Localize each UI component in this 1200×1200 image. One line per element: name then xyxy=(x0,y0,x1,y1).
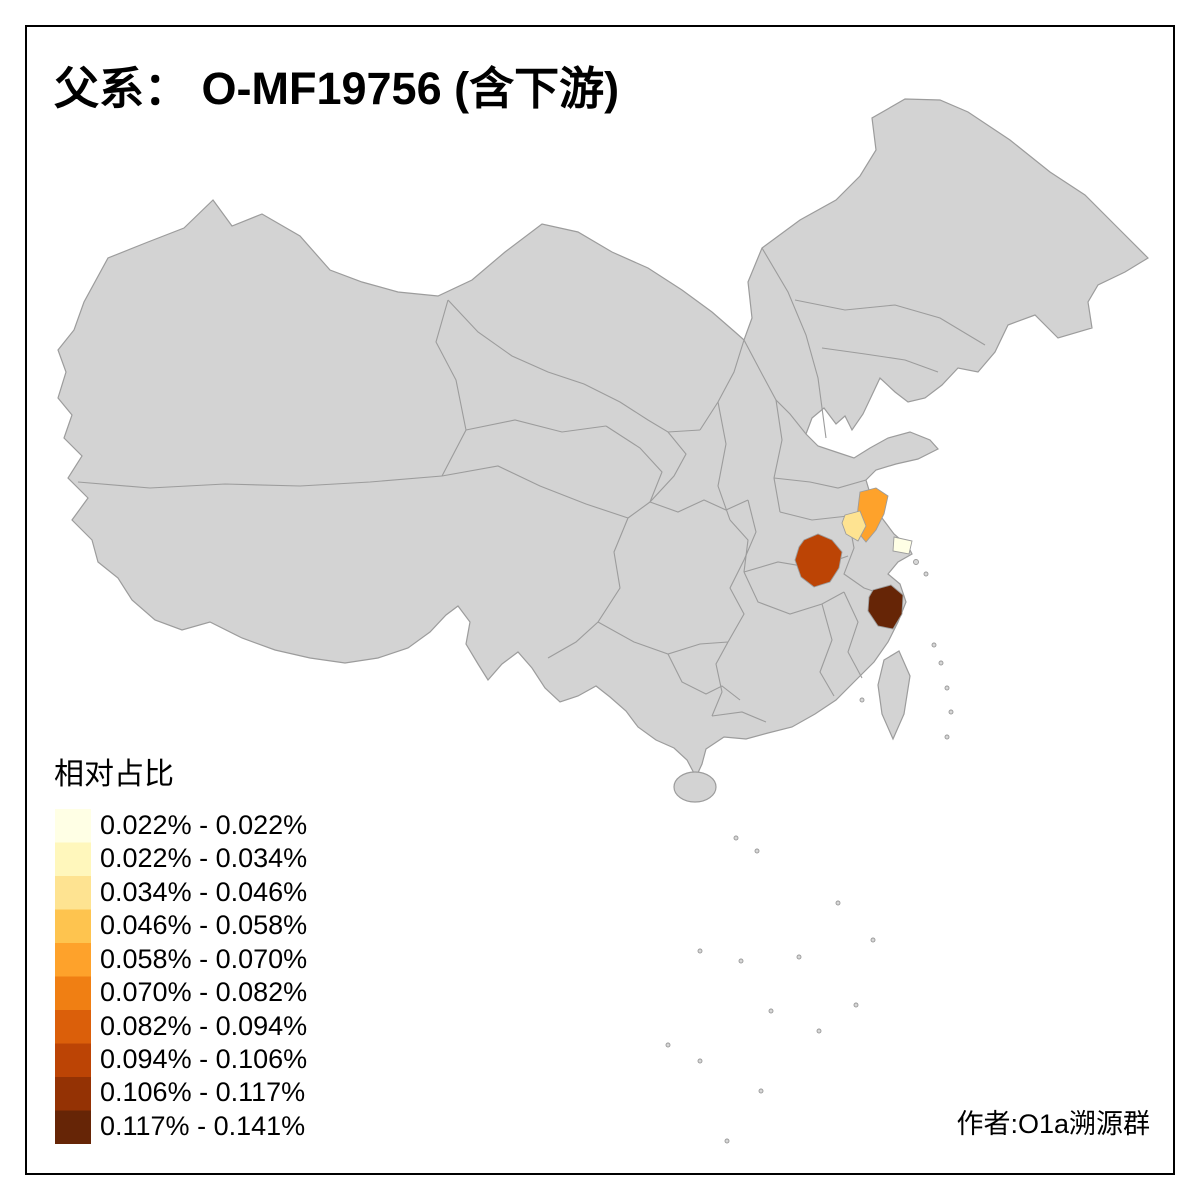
legend-swatch-6 xyxy=(55,976,91,1010)
legend-label-5: 0.058% - 0.070% xyxy=(100,944,307,974)
small-islands xyxy=(665,559,954,1144)
legend-swatch-1 xyxy=(55,809,91,843)
legend-swatch-10 xyxy=(55,1110,91,1144)
legend-title: 相对占比 xyxy=(54,758,174,791)
author-credit: 作者:O1a溯源群 xyxy=(956,1109,1150,1139)
legend-swatch-2 xyxy=(55,842,91,876)
legend-label-4: 0.046% - 0.058% xyxy=(100,910,307,940)
highlight-jiangsu-west xyxy=(841,510,867,542)
legend-label-3: 0.034% - 0.046% xyxy=(100,877,307,907)
highlighted-regions xyxy=(794,487,913,630)
highlight-shanghai-area xyxy=(892,536,913,555)
legend-swatch-4 xyxy=(55,909,91,943)
highlight-hubei-east xyxy=(794,533,843,588)
legend-label-1: 0.022% - 0.022% xyxy=(100,810,307,840)
legend-swatch-8 xyxy=(55,1043,91,1077)
legend-label-6: 0.070% - 0.082% xyxy=(100,977,307,1007)
highlight-zhejiang-coastal xyxy=(867,584,904,630)
province-borders xyxy=(77,247,986,723)
legend-label-7: 0.082% - 0.094% xyxy=(100,1011,307,1041)
legend-swatch-5 xyxy=(55,943,91,977)
legend-label-9: 0.106% - 0.117% xyxy=(100,1077,305,1107)
page-title: 父系： O-MF19756 (含下游) xyxy=(54,63,619,114)
legend-label-8: 0.094% - 0.106% xyxy=(100,1044,307,1074)
legend-swatch-7 xyxy=(55,1010,91,1044)
legend: 相对占比 0.022% - 0.022% 0.022% - 0.034% 0.0… xyxy=(54,758,307,1144)
legend-swatch-3 xyxy=(55,876,91,910)
legend-label-2: 0.022% - 0.034% xyxy=(100,843,307,873)
figure-frame xyxy=(25,25,1175,1175)
taiwan-island xyxy=(877,650,911,741)
legend-label-10: 0.117% - 0.141% xyxy=(100,1111,305,1141)
china-mainland-shape xyxy=(57,98,1149,779)
legend-swatch-9 xyxy=(55,1077,91,1111)
hainan-island xyxy=(673,771,717,803)
